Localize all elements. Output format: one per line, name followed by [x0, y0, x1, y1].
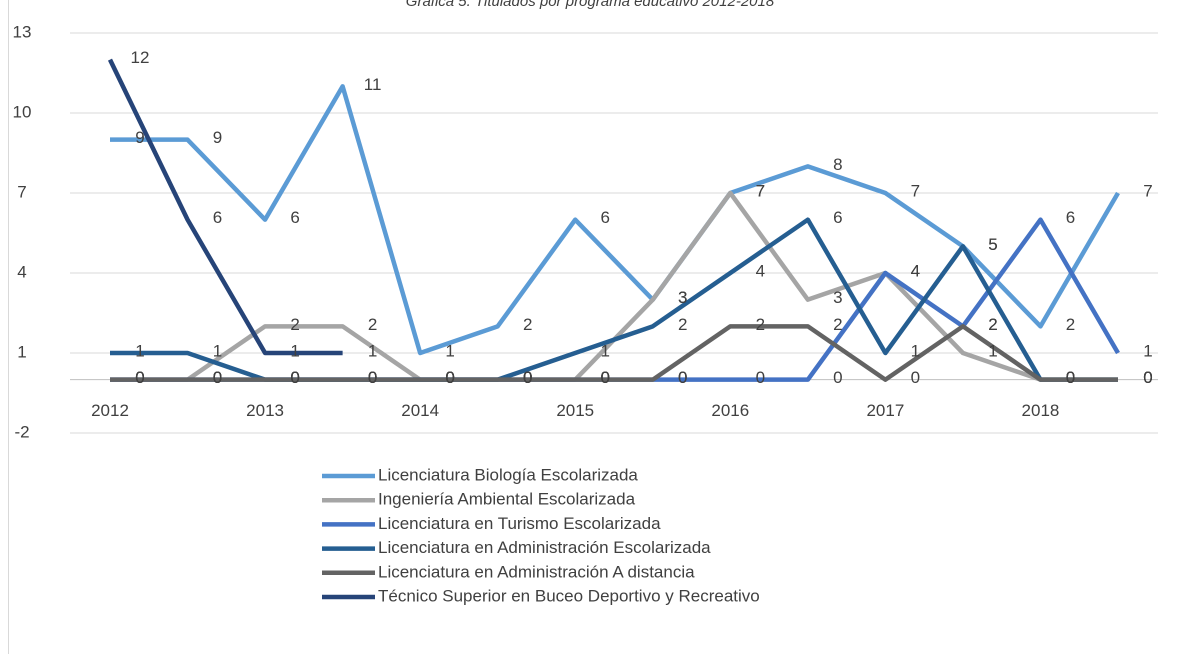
data-label: 1 [445, 341, 454, 360]
data-label: 0 [290, 368, 299, 387]
data-label: 0 [600, 368, 609, 387]
data-label: 0 [368, 368, 377, 387]
data-label: 0 [1066, 368, 1075, 387]
data-label: 6 [833, 208, 842, 227]
data-label: 9 [135, 128, 144, 147]
data-label: 0 [290, 368, 299, 387]
data-label: 1 [911, 341, 920, 360]
y-tick-label: 7 [17, 182, 26, 201]
data-label: 1 [368, 341, 377, 360]
data-label: 7 [756, 181, 765, 200]
series-line [107, 58, 343, 356]
data-label: 1 [600, 341, 609, 360]
data-label: 0 [290, 368, 299, 387]
series-line [110, 190, 1118, 382]
data-label: 0 [756, 368, 765, 387]
data-label: 2 [833, 315, 842, 334]
y-tick-label: 1 [17, 342, 26, 361]
data-label: 2 [988, 315, 997, 334]
data-label: 6 [213, 208, 222, 227]
data-label: 0 [368, 368, 377, 387]
y-tick-label: -2 [14, 422, 29, 441]
data-label: 2 [290, 315, 299, 334]
x-tick-label: 2013 [246, 401, 284, 420]
data-label: 2 [368, 315, 377, 334]
data-label: 7 [911, 181, 920, 200]
data-label: 1 [1143, 341, 1152, 360]
data-label: 0 [213, 368, 222, 387]
data-label: 2 [988, 315, 997, 334]
data-label: 0 [523, 368, 532, 387]
data-label: 5 [988, 235, 997, 254]
y-tick-label: 10 [13, 102, 32, 121]
legend-label: Licenciatura en Administración A distanc… [378, 562, 695, 581]
y-tick-label: 4 [17, 262, 26, 281]
data-label: 0 [833, 368, 842, 387]
data-label: 7 [1143, 181, 1152, 200]
data-label: 11 [364, 75, 382, 94]
legend-label: Técnico Superior en Buceo Deportivo y Re… [378, 586, 760, 605]
data-label: 7 [756, 181, 765, 200]
data-label: 0 [213, 368, 222, 387]
data-label: 0 [1143, 368, 1152, 387]
data-label: 0 [1066, 368, 1075, 387]
x-tick-label: 2014 [401, 401, 439, 420]
y-tick-label: 13 [13, 22, 32, 41]
data-label: 0 [600, 368, 609, 387]
series-line [110, 324, 1118, 382]
data-label: 3 [678, 288, 687, 307]
data-label: 0 [445, 368, 454, 387]
data-label: 0 [523, 368, 532, 387]
data-label: 9 [213, 128, 222, 147]
data-label: 5 [988, 235, 997, 254]
x-tick-label: 2016 [711, 401, 749, 420]
data-label: 1 [988, 341, 997, 360]
data-label: 4 [911, 261, 920, 280]
x-tick-label: 2015 [556, 401, 594, 420]
data-label: 0 [1066, 368, 1075, 387]
data-label: 3 [833, 288, 842, 307]
data-label: 2 [1066, 315, 1075, 334]
data-label: 0 [523, 368, 532, 387]
data-label: 6 [290, 208, 299, 227]
data-label: 1 [135, 341, 144, 360]
data-label: 0 [135, 368, 144, 387]
data-label: 3 [678, 288, 687, 307]
data-label: 8 [833, 155, 842, 174]
legend-label: Licenciatura Biología Escolarizada [378, 465, 638, 484]
x-tick-label: 2012 [91, 401, 129, 420]
data-label: 12 [131, 48, 150, 67]
legend-label: Licenciatura en Turismo Escolarizada [378, 514, 661, 533]
x-tick-label: 2018 [1022, 401, 1060, 420]
data-label: 1 [290, 341, 299, 360]
data-label: 0 [368, 368, 377, 387]
x-tick-label: 2017 [866, 401, 904, 420]
data-label: 0 [1143, 368, 1152, 387]
data-label: 0 [678, 368, 687, 387]
legend-label: Ingeniería Ambiental Escolarizada [378, 490, 636, 509]
data-label: 0 [445, 368, 454, 387]
data-label: 0 [135, 368, 144, 387]
data-label: 0 [600, 368, 609, 387]
data-label: 0 [445, 368, 454, 387]
data-label: 2 [678, 315, 687, 334]
data-label: 1 [213, 341, 222, 360]
data-label: 4 [911, 261, 920, 280]
data-label: 6 [600, 208, 609, 227]
data-label: 6 [1066, 208, 1075, 227]
series-line [110, 84, 1120, 356]
data-label: 0 [135, 368, 144, 387]
data-label: 0 [911, 368, 920, 387]
legend-label: Licenciatura en Administración Escolariz… [378, 538, 711, 557]
data-label: 0 [523, 368, 532, 387]
data-label: 2 [523, 315, 532, 334]
data-label: 4 [756, 261, 765, 280]
data-label: 0 [678, 368, 687, 387]
data-label: 2 [756, 315, 765, 334]
data-label: 0 [1143, 368, 1152, 387]
data-label: 0 [445, 368, 454, 387]
data-label: 0 [213, 368, 222, 387]
chart-title: Gráfica 5. Titulados por programa educat… [406, 0, 775, 10]
